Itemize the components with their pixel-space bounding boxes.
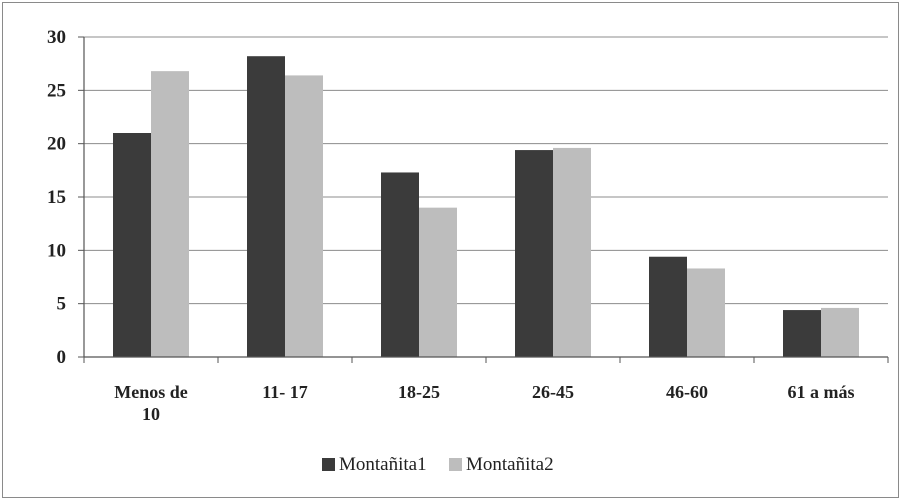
y-tick-label: 5 [57, 294, 67, 315]
y-tick-label: 10 [47, 240, 66, 261]
bar-monta-ita2-3 [553, 147, 591, 357]
x-tick-label: 26-45 [532, 382, 574, 402]
bar-monta-ita2-0 [151, 71, 189, 357]
x-tick-label: 18-25 [398, 382, 440, 402]
x-tick-label: 10 [142, 404, 160, 424]
legend-swatch [449, 458, 462, 471]
gridlines [84, 36, 888, 305]
axes [78, 36, 889, 363]
bars [113, 56, 859, 358]
bar-monta-ita1-4 [649, 256, 687, 357]
bar-monta-ita2-4 [687, 268, 725, 357]
y-tick-label: 15 [47, 187, 66, 208]
y-tick-label: 20 [47, 134, 66, 155]
legend-label: Montañita2 [466, 454, 554, 475]
x-tick-label: 11- 17 [262, 382, 308, 402]
x-tick-label: 61 a más [788, 382, 855, 402]
y-tick-label: 25 [47, 80, 66, 101]
legend: Montañita1 Montañita2 [322, 454, 554, 475]
x-tick-label: 46-60 [666, 382, 708, 402]
bar-monta-ita2-5 [821, 307, 859, 357]
legend-label: Montañita1 [339, 454, 427, 475]
bar-monta-ita2-1 [285, 75, 323, 358]
bar-monta-ita1-1 [247, 56, 285, 357]
bar-monta-ita1-5 [783, 310, 821, 357]
bar-monta-ita1-3 [515, 150, 553, 357]
y-tick-label: 30 [47, 27, 66, 48]
legend-swatch [322, 458, 335, 471]
bar-monta-ita2-2 [419, 207, 457, 357]
y-tick-label: 0 [57, 347, 67, 368]
bar-monta-ita1-2 [381, 172, 419, 357]
bar-monta-ita1-0 [113, 133, 151, 357]
x-tick-label: Menos de [114, 382, 188, 402]
